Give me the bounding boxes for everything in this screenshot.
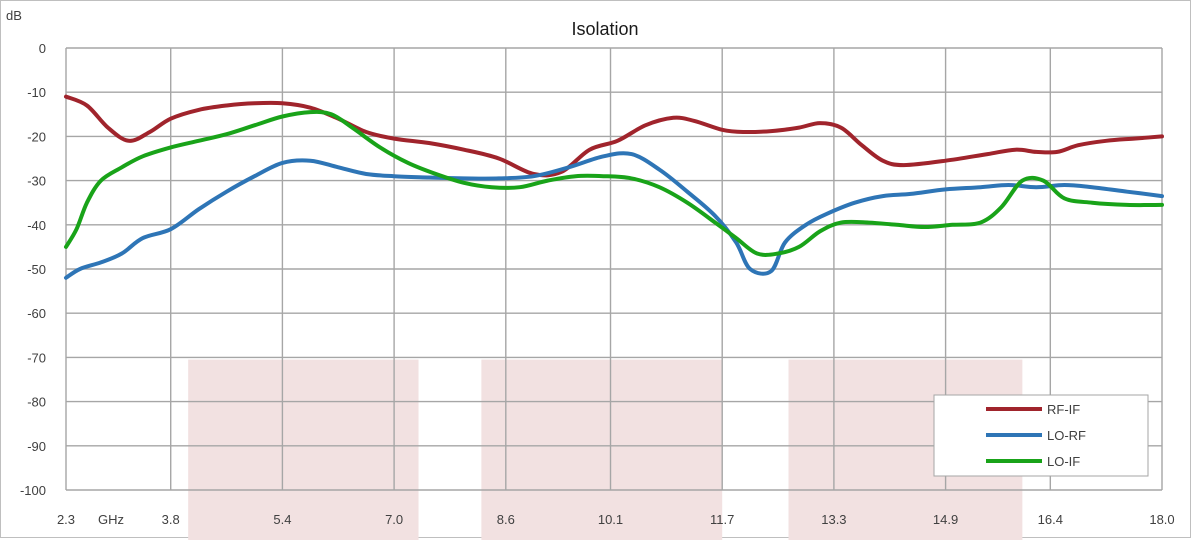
- y-tick-label: -40: [27, 218, 46, 233]
- series-lines: [64, 94, 1164, 280]
- legend-label-rf-if: RF-IF: [1047, 402, 1080, 417]
- y-tick-label: -50: [27, 262, 46, 277]
- y-tick-label: -100: [20, 483, 46, 498]
- x-tick-label: 8.6: [497, 512, 515, 527]
- y-tick-label: -90: [27, 439, 46, 454]
- x-tick-label: 3.8: [162, 512, 180, 527]
- y-tick-label: -30: [27, 174, 46, 189]
- x-tick-label: 14.9: [933, 512, 958, 527]
- x-tick-label: 2.3: [57, 512, 75, 527]
- x-tick-label: 11.7: [710, 512, 734, 527]
- x-tick-label: 16.4: [1038, 512, 1063, 527]
- x-tick-label: 5.4: [273, 512, 291, 527]
- series-line-lo-rf: [64, 151, 1164, 280]
- tick-labels: 0 -10 -20 -30 -40 -50 -60 -70 -80 -90 -100 2.3 3.8 5.…: [20, 41, 1175, 527]
- y-tick-label: -80: [27, 395, 46, 410]
- y-tick-label: 0: [39, 41, 46, 56]
- x-tick-label: 7.0: [385, 512, 403, 527]
- y-axis-unit-label: dB: [6, 8, 22, 23]
- x-tick-label: 13.3: [821, 512, 846, 527]
- legend-label-lo-rf: LO-RF: [1047, 428, 1086, 443]
- x-tick-label: 18.0: [1149, 512, 1174, 527]
- legend: RF-IF LO-RF LO-IF: [933, 394, 1149, 477]
- series-line-lo-if: [64, 109, 1164, 257]
- series-line-rf-if: [64, 94, 1164, 178]
- y-tick-label: -10: [27, 85, 46, 100]
- x-tick-label: 10.1: [598, 512, 623, 527]
- legend-items: RF-IF LO-RF LO-IF: [986, 402, 1086, 469]
- y-tick-label: -20: [27, 129, 46, 144]
- band-1: [188, 359, 419, 540]
- legend-label-lo-if: LO-IF: [1047, 454, 1080, 469]
- x-axis-unit-label: GHz: [98, 512, 124, 527]
- y-tick-label: -70: [27, 350, 46, 365]
- band-2: [481, 359, 723, 540]
- y-tick-label: -60: [27, 306, 46, 321]
- chart-title: Isolation: [571, 19, 638, 39]
